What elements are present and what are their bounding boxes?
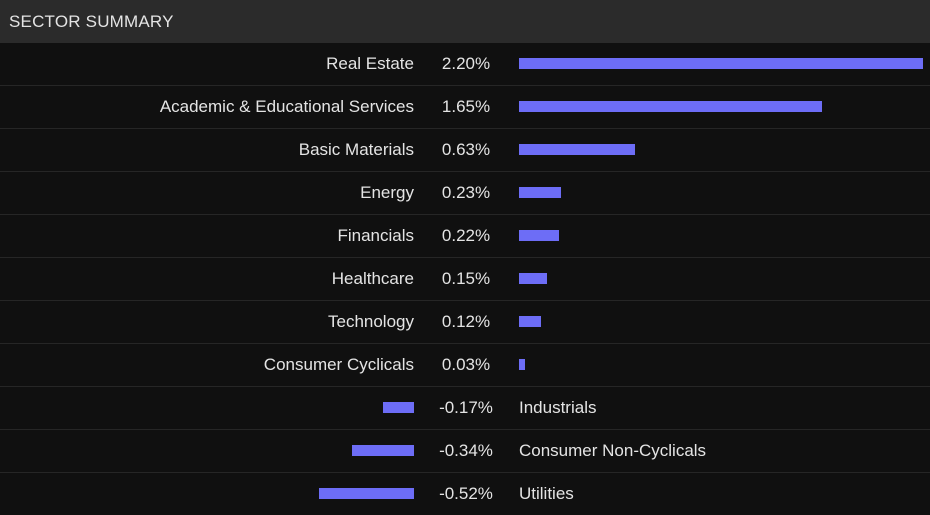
sector-label: Industrials (519, 398, 597, 417)
sector-row: Technology 0.12% (0, 300, 930, 343)
sector-row: Healthcare 0.15% (0, 257, 930, 300)
sector-row: Basic Materials 0.63% (0, 128, 930, 171)
sector-label: Financials (337, 226, 414, 245)
sector-row: Consumer Cyclicals 0.03% (0, 343, 930, 386)
sector-rows: Real Estate 2.20% Academic & Educational S… (0, 43, 930, 515)
sector-value: -0.17% (439, 398, 493, 417)
sector-bar (519, 58, 923, 69)
sector-label: Consumer Non-Cyclicals (519, 441, 707, 460)
sector-label: Healthcare (331, 269, 414, 288)
sector-value: 0.12% (441, 312, 491, 331)
sector-row: Financials 0.22% (0, 214, 930, 257)
sector-row: Industrials -0.17% (0, 386, 930, 429)
sector-label: Energy (360, 183, 414, 202)
panel-title: SECTOR SUMMARY (0, 0, 930, 43)
sector-bar (519, 359, 525, 370)
sector-value: 1.65% (441, 97, 491, 116)
sector-label: Technology (327, 312, 414, 331)
sector-label: Utilities (519, 484, 574, 503)
sector-bar (519, 101, 822, 112)
sector-bar (519, 230, 560, 241)
sector-value: 0.03% (441, 355, 491, 374)
sector-row: Energy 0.23% (0, 171, 930, 214)
sector-row: Consumer Non-Cyclicals -0.34% (0, 429, 930, 472)
sector-value: -0.34% (439, 441, 493, 460)
sector-bar (351, 445, 414, 456)
sector-bar (519, 187, 562, 198)
sector-value: -0.52% (439, 484, 493, 503)
sector-bar (318, 488, 414, 499)
sector-value: 0.63% (441, 140, 491, 159)
sector-value: 0.23% (441, 183, 491, 202)
sector-value: 0.22% (441, 226, 491, 245)
sector-bar (519, 316, 542, 327)
sector-label: Academic & Educational Services (159, 97, 414, 116)
sector-bar (519, 144, 635, 155)
sector-value: 2.20% (441, 54, 491, 73)
sector-value: 0.15% (441, 269, 491, 288)
sector-label: Consumer Cyclicals (263, 355, 414, 374)
sector-bar (382, 402, 414, 413)
sector-row: Academic & Educational Services 1.65% (0, 85, 930, 128)
sector-row: Utilities -0.52% (0, 472, 930, 515)
sector-row: Real Estate 2.20% (0, 43, 930, 85)
sector-bar (519, 273, 547, 284)
sector-label: Real Estate (326, 54, 414, 73)
sector-label: Basic Materials (298, 140, 414, 159)
